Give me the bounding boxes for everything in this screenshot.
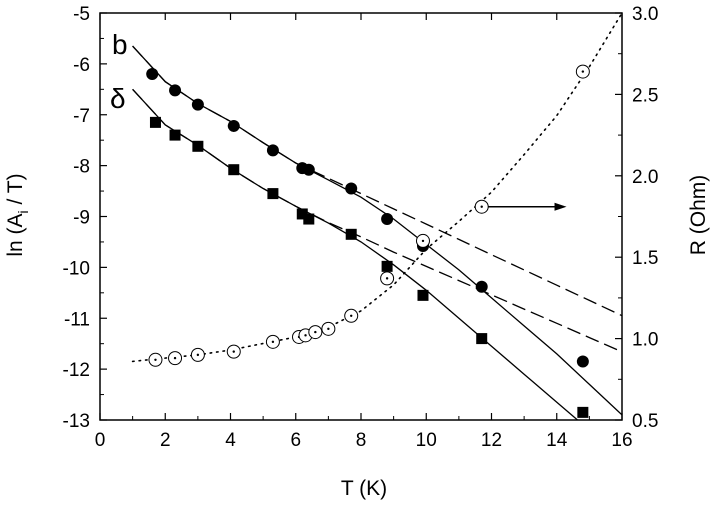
fit-curve-4-dotted xyxy=(131,13,622,363)
data-point-s0-4 xyxy=(266,144,279,157)
fit-curve-3-dashed xyxy=(132,88,622,353)
data-point-s2-4 xyxy=(265,334,280,349)
data-point-s2-7 xyxy=(308,325,323,340)
data-point-s1-1 xyxy=(169,129,181,141)
y2-tick-label-2: 1.5 xyxy=(632,248,658,269)
x-tick-label-6: 12 xyxy=(481,430,502,451)
data-point-s2-10-dot xyxy=(385,277,389,280)
x-tick-label-3: 6 xyxy=(290,430,301,451)
data-point-s2-3 xyxy=(226,344,241,359)
data-point-s2-10 xyxy=(380,271,395,286)
data-point-s2-12 xyxy=(474,199,489,214)
data-point-s2-7-dot xyxy=(314,330,317,334)
fit-curve-2-solid xyxy=(132,88,579,420)
annotations xyxy=(488,202,567,211)
y-tick-label-1: -12 xyxy=(63,360,90,381)
data-point-s2-1-dot xyxy=(173,356,177,360)
data-point-s1-3 xyxy=(228,164,240,176)
data-point-s2-0-dot xyxy=(154,358,157,361)
data-point-s2-6-dot xyxy=(304,334,307,337)
data-point-s2-13-dot xyxy=(581,70,585,73)
x-tick-label-5: 10 xyxy=(416,430,437,451)
y2-tick-label-0: 0.5 xyxy=(632,411,658,432)
data-point-s2-0 xyxy=(148,352,163,367)
data-point-s2-1 xyxy=(168,351,183,366)
y-tick-label-2: -11 xyxy=(64,309,90,330)
y-tick-label-3: -10 xyxy=(63,258,90,279)
data-point-s0-3 xyxy=(227,119,240,132)
y-axis-label: ln (Ai / T) xyxy=(4,173,31,256)
x-tick-label-4: 8 xyxy=(356,430,367,451)
y2-axis-label: R (Ohm) xyxy=(687,175,710,256)
data-point-s2-2 xyxy=(190,347,205,362)
data-point-s1-6 xyxy=(303,213,315,225)
data-point-s2-4-dot xyxy=(271,340,275,344)
x-tick-label-0: 0 xyxy=(95,430,106,451)
fit-curves xyxy=(131,13,622,420)
data-point-s0-8 xyxy=(381,213,394,226)
data-point-s0-2 xyxy=(191,98,204,111)
ticks: 0 2 4 6 8 10 12 14 16 -13 -12 -11 -10 -9 -8 -7 -6 -5 0.5 1.… xyxy=(63,4,659,451)
data-point-s1-2 xyxy=(192,140,204,152)
data-point-s0-1 xyxy=(169,84,182,97)
y-tick-label-7: -6 xyxy=(73,55,90,76)
data-point-s0-7 xyxy=(345,182,358,195)
x-tick-label-7: 14 xyxy=(546,430,568,451)
data-point-s2-9-dot xyxy=(350,314,353,318)
data-point-s2-12-dot xyxy=(480,205,483,208)
data-point-s1-5 xyxy=(296,208,308,220)
x-axis-label: T (K) xyxy=(341,477,387,500)
y-axis-label-main: ln (A xyxy=(4,213,27,256)
series-label-b: b xyxy=(112,29,128,60)
data-point-s0-10 xyxy=(475,280,488,293)
data-point-s2-13 xyxy=(575,64,590,79)
y-axis-label-tail: / T) xyxy=(4,173,27,210)
y-axis-label-subscript: i xyxy=(15,210,31,213)
x-tick-label-2: 4 xyxy=(225,430,236,451)
data-point-s0-11 xyxy=(576,355,589,368)
x-tick-label-8: 16 xyxy=(611,430,632,451)
y2-tick-label-1: 1.0 xyxy=(632,330,658,351)
data-point-s1-7 xyxy=(345,228,357,240)
data-point-s1-10 xyxy=(476,333,488,345)
data-point-s2-8-dot xyxy=(327,327,330,331)
data-point-s2-11 xyxy=(415,233,430,248)
data-point-s2-11-dot xyxy=(421,239,425,243)
data-point-s2-2-dot xyxy=(196,353,200,357)
y-tick-label-4: -9 xyxy=(73,208,90,229)
y-tick-label-6: -7 xyxy=(73,106,90,127)
fit-curve-0-solid xyxy=(132,45,622,416)
data-markers xyxy=(146,64,590,418)
data-point-s1-9 xyxy=(417,289,429,301)
data-point-s1-0 xyxy=(149,116,161,128)
arrow-head-0 xyxy=(554,202,567,211)
y-tick-label-0: -13 xyxy=(63,411,90,432)
data-point-s0-6 xyxy=(302,163,315,176)
data-point-s1-8 xyxy=(381,260,393,272)
data-point-s1-11 xyxy=(577,406,589,418)
data-point-s0-0 xyxy=(146,68,159,81)
fit-curve-1-dashed xyxy=(132,45,622,317)
data-point-s1-4 xyxy=(267,188,279,200)
data-point-s2-9 xyxy=(344,308,359,323)
y2-tick-label-5: 3.0 xyxy=(632,4,658,25)
y2-tick-label-3: 2.0 xyxy=(632,167,658,188)
data-point-s2-8 xyxy=(321,321,336,336)
series-label-delta: δ xyxy=(110,83,126,114)
y-tick-label-5: -8 xyxy=(73,157,90,178)
y2-tick-label-4: 2.5 xyxy=(632,85,658,106)
x-tick-label-1: 2 xyxy=(160,430,171,451)
data-point-s2-3-dot xyxy=(232,350,235,353)
y-tick-label-8: -5 xyxy=(73,4,90,25)
